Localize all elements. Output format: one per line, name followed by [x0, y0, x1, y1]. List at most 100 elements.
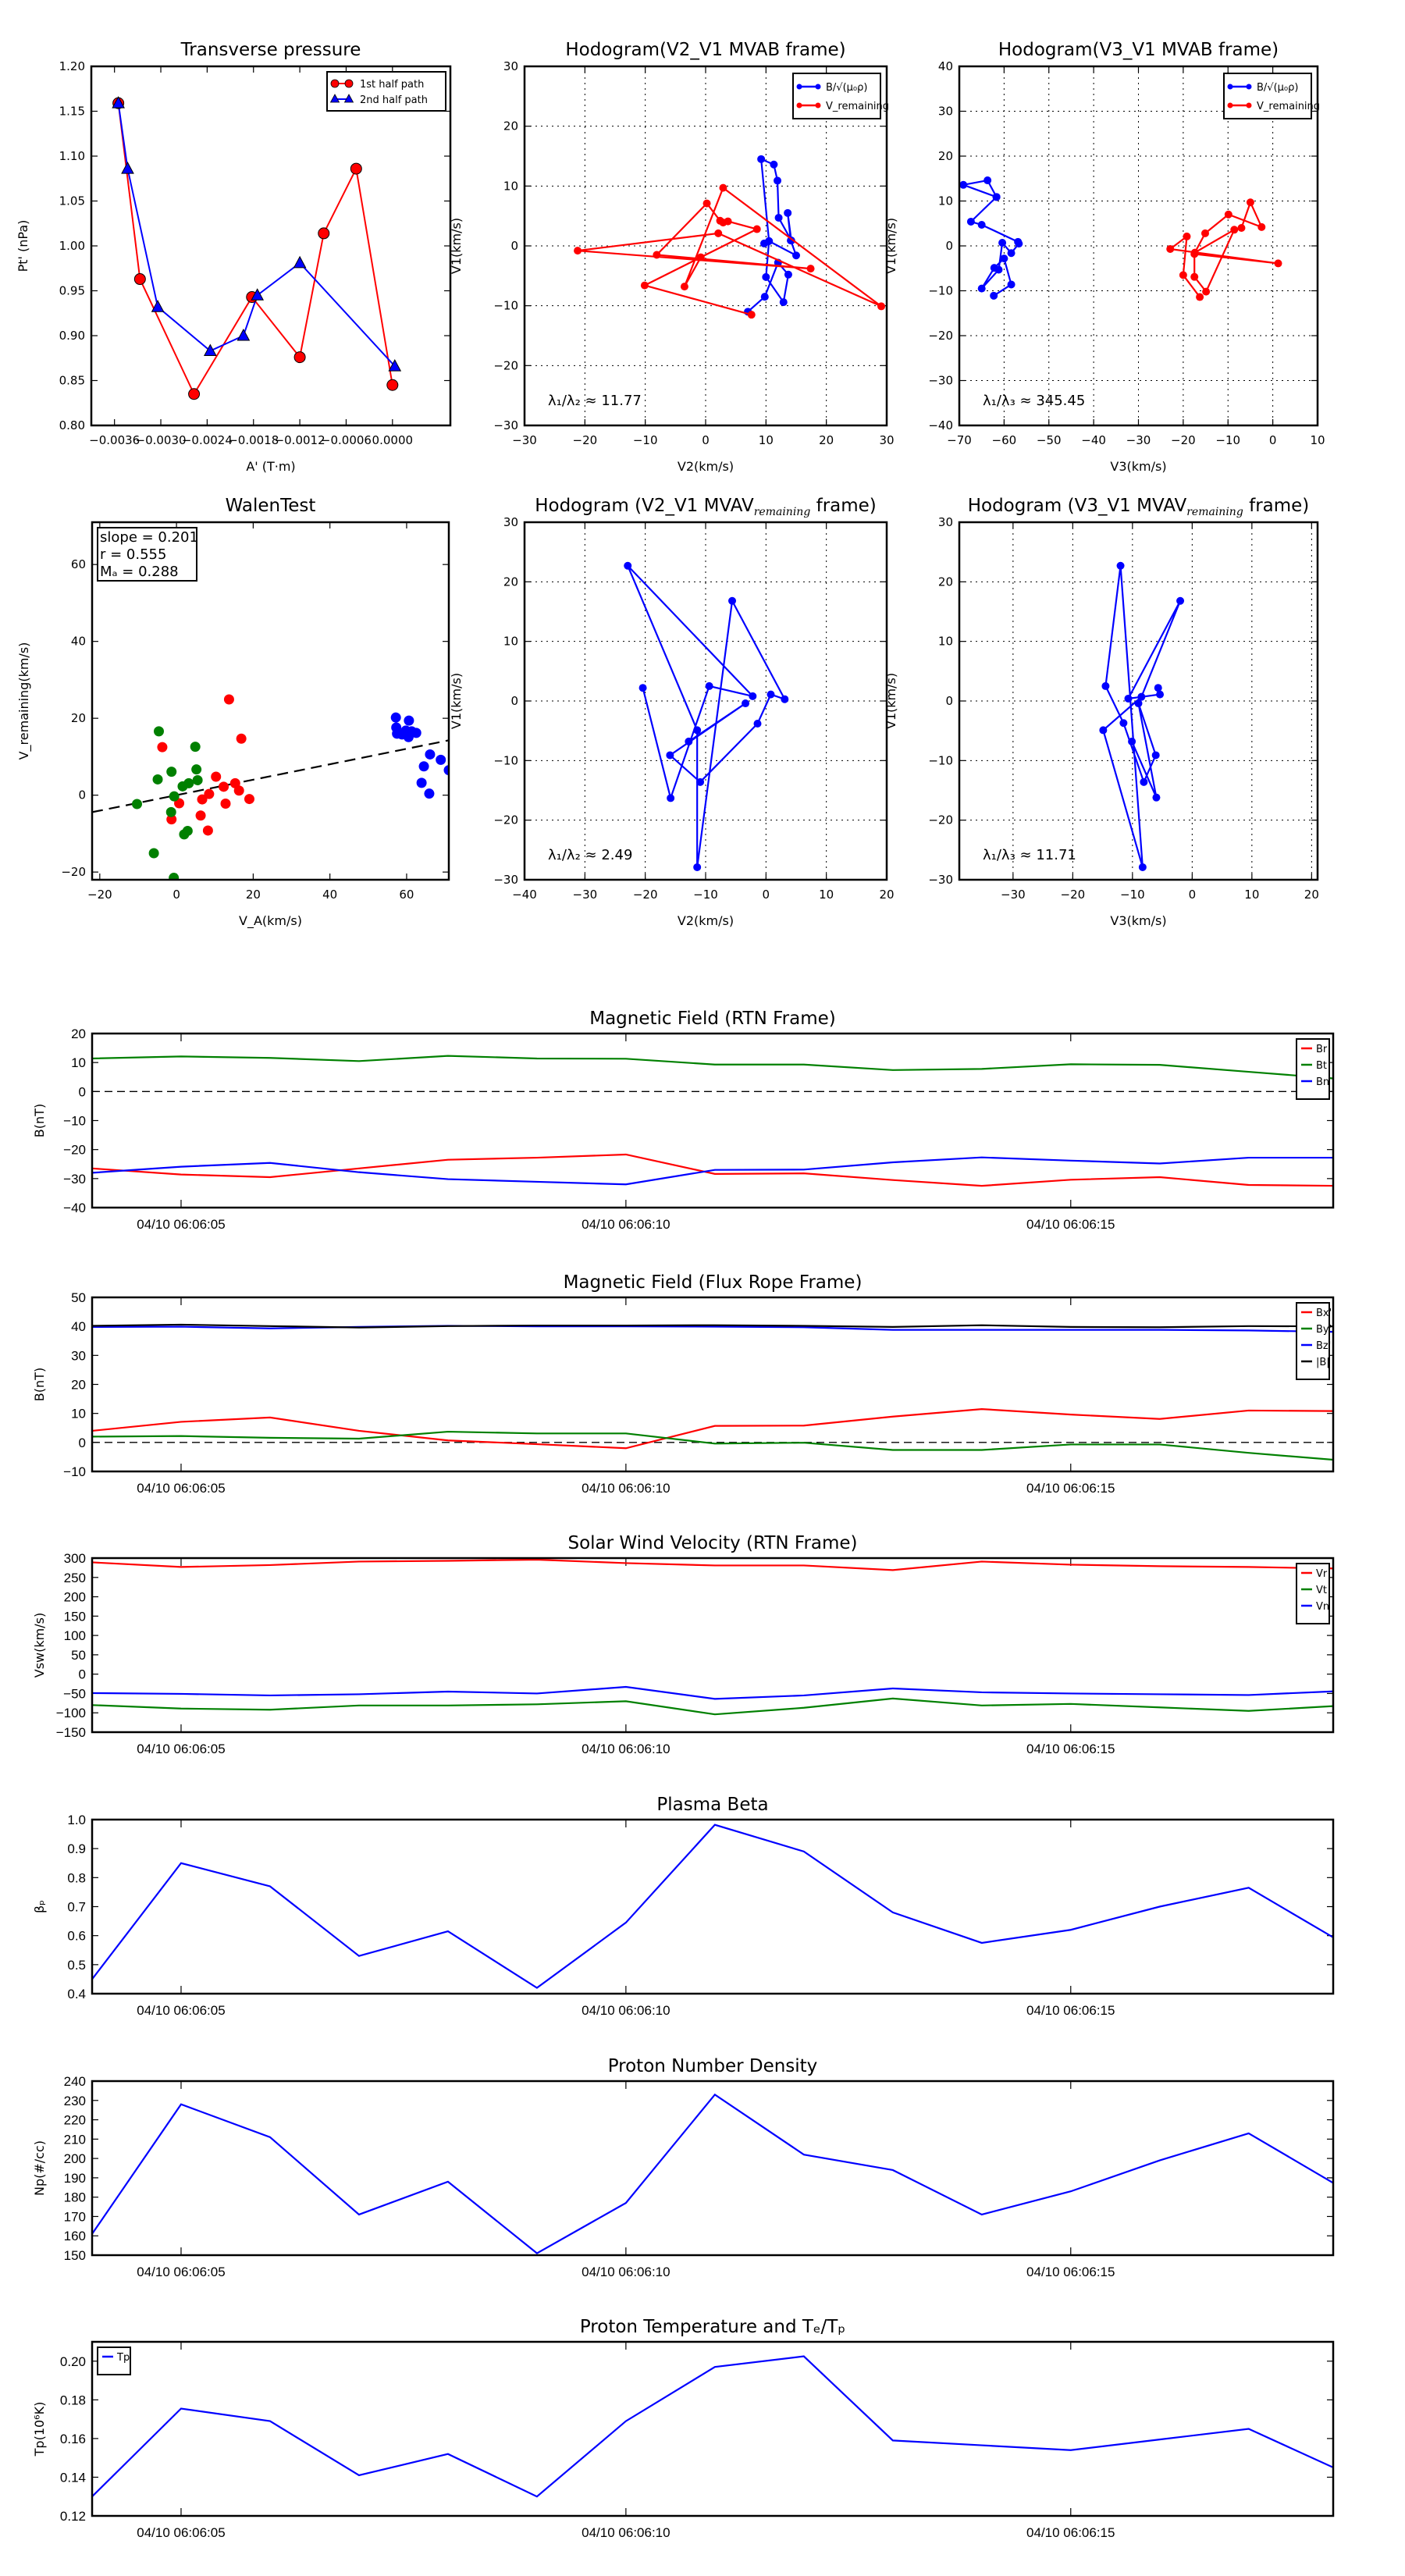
data-point [770, 160, 778, 169]
y-tick-label: −20 [63, 1143, 86, 1158]
y-tick-label: 20 [938, 575, 953, 589]
y-tick-label: 190 [64, 2171, 86, 2186]
data-point [702, 199, 711, 208]
data-point [640, 281, 649, 290]
data-point [742, 699, 750, 708]
data-point [638, 684, 647, 692]
axes-frame [90, 65, 452, 427]
plot-area [1099, 561, 1185, 871]
y-tick-label: 0.85 [59, 374, 85, 388]
x-axis-label: V3(km/s) [1110, 913, 1166, 928]
x-tick-label: 0 [1189, 888, 1197, 902]
chart-h4: −30 −20 −10 0 10 20 −30 −20 −10 0 10 20 30 Hodogram (… [884, 496, 1319, 928]
data-point [192, 774, 203, 785]
x-tick-label: −70 [947, 433, 972, 447]
data-point [792, 251, 800, 260]
y-tick-label: −40 [928, 418, 953, 432]
data-point [1196, 293, 1204, 301]
chart-h2: −70 −60 −50 −40 −30 −20 −10 0 10 −40 −30 −20 −10 0 10 2… [884, 40, 1325, 474]
x-tick-label: −10 [1215, 433, 1240, 447]
y-tick-label: 20 [71, 1026, 86, 1041]
data-point [762, 272, 770, 281]
data-point [998, 238, 1007, 247]
data-point [1000, 254, 1008, 263]
x-tick-label: 40 [322, 888, 337, 902]
y-tick-label: 30 [938, 105, 953, 119]
y-tick-label: 1.00 [59, 239, 85, 253]
x-tick-label: 20 [1304, 888, 1319, 902]
data-point [1101, 681, 1110, 690]
data-point [191, 764, 202, 775]
data-point [1246, 198, 1254, 207]
plot-area [92, 2355, 1333, 2498]
x-tick-label: −10 [1120, 888, 1145, 902]
series-line-0 [117, 103, 393, 396]
y-tick-label: 240 [64, 2074, 86, 2089]
y-tick-label: −10 [493, 299, 518, 313]
chart-tp: −0.0036−0.0030−0.0024−0.0018−0.0012−0.00… [16, 40, 452, 474]
data-point [994, 265, 1003, 274]
data-point [767, 690, 775, 699]
axes-frame [91, 2080, 1335, 2257]
data-point [293, 255, 307, 269]
x-tick-label: 60 [399, 888, 414, 902]
x-axis-label: V2(km/s) [678, 459, 734, 474]
x-tick-label: 04/10 06:06:15 [1026, 2265, 1115, 2279]
data-point [1166, 245, 1175, 254]
axes-frame [91, 1032, 1335, 1209]
data-point [696, 253, 705, 262]
data-point [705, 681, 713, 690]
data-point [757, 155, 766, 163]
fit-line [92, 739, 449, 813]
axes-frame [91, 2340, 1335, 2517]
data-point [1176, 596, 1185, 605]
x-tick-label: −40 [512, 888, 537, 902]
chart-title: Proton Temperature and Tₑ/Tₚ [580, 2317, 845, 2337]
data-point [1230, 226, 1239, 234]
series-line-1 [577, 186, 882, 316]
axes-frame [958, 65, 1319, 427]
plot-area [112, 96, 402, 400]
data-point [220, 798, 231, 809]
data-point [1134, 699, 1143, 708]
series-line-np [92, 2093, 1333, 2254]
data-point [752, 225, 761, 233]
axes-frame [91, 1296, 1335, 1473]
y-tick-label: −20 [928, 813, 953, 827]
data-point [784, 270, 792, 279]
chart-h1: −30 −20 −10 0 10 20 30 −30 −20 −10 0 10 20 30 Hodogram… [449, 40, 895, 474]
plot-area [92, 2093, 1333, 2254]
y-tick-label: 1.05 [59, 194, 85, 208]
x-tick-label: 10 [1244, 888, 1259, 902]
chart-title: Proton Number Density [608, 2056, 818, 2076]
r-text: r = 0.555 [100, 546, 166, 563]
y-tick-label: −100 [56, 1706, 86, 1720]
plot-area [92, 1323, 1333, 1461]
data-point [959, 180, 968, 189]
y-tick-label: 0.6 [67, 1929, 86, 1944]
y-tick-label: 180 [64, 2190, 86, 2205]
x-tick-label: 0 [173, 888, 180, 902]
x-tick-label: 0.0000 [372, 433, 414, 447]
data-point [1257, 222, 1266, 231]
data-point [1190, 272, 1199, 281]
y-tick-label: 220 [64, 2113, 86, 2128]
y-tick-label: 30 [938, 515, 953, 529]
data-point [195, 810, 206, 821]
data-point [666, 751, 674, 760]
data-point [719, 183, 727, 192]
data-point [787, 237, 795, 245]
data-point [1124, 694, 1133, 703]
series-line-1 [1168, 200, 1279, 298]
chart-title: Solar Wind Velocity (RTN Frame) [567, 1533, 857, 1553]
data-point [696, 777, 705, 786]
y-tick-label: 0.14 [60, 2470, 86, 2485]
data-point [204, 343, 217, 357]
series-line-bt [92, 1055, 1333, 1080]
data-point [418, 761, 429, 772]
data-point [166, 814, 177, 825]
data-point [388, 359, 402, 372]
chart-title: Hodogram (V3_V1 MVAVremaining frame) [968, 496, 1310, 518]
data-point [781, 695, 789, 703]
data-point [1007, 249, 1016, 258]
